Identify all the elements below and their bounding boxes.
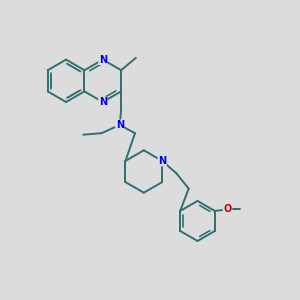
Text: N: N (116, 120, 124, 130)
Text: N: N (158, 156, 166, 166)
Text: N: N (99, 97, 107, 107)
Text: O: O (223, 205, 231, 214)
Text: N: N (99, 55, 107, 64)
